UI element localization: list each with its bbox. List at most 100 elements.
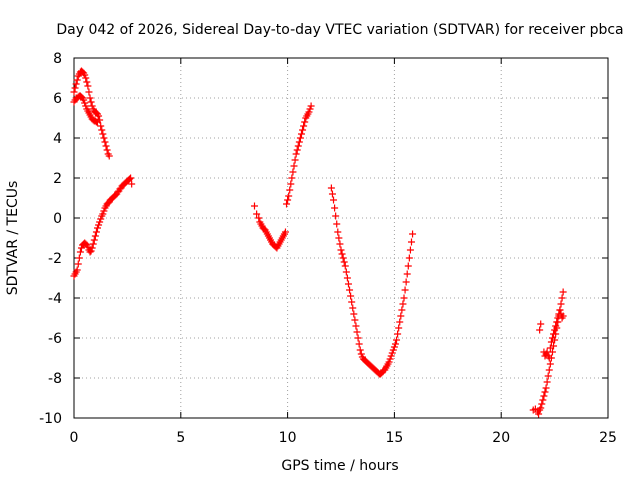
data-point (291, 156, 299, 164)
data-point (398, 306, 406, 314)
data-point (95, 221, 103, 229)
data-point (76, 248, 84, 256)
data-point (97, 122, 105, 130)
data-point (348, 298, 356, 306)
data-point (355, 340, 363, 348)
data-point (352, 322, 360, 330)
data-point (92, 228, 100, 236)
y-tick-label: 6 (53, 91, 62, 107)
data-point (289, 168, 297, 176)
data-point (297, 130, 305, 138)
data-point (305, 108, 313, 116)
data-point (351, 316, 359, 324)
data-point (288, 174, 296, 182)
data-point (397, 312, 405, 320)
y-tick-label: 2 (53, 171, 62, 187)
data-point (343, 274, 351, 282)
data-point (391, 340, 399, 348)
data-point (544, 372, 552, 380)
x-tick-label: 20 (492, 430, 510, 446)
axis-ticks: 0 5 10 15 20 25 -10 -8 -6 -4 -2 0 2 4 6 8 (39, 51, 617, 446)
data-point (356, 346, 364, 354)
data-point (301, 118, 309, 126)
plot-frame (73, 57, 609, 419)
y-tick-label: 0 (53, 211, 62, 227)
data-point (537, 320, 545, 328)
data-point (87, 247, 95, 255)
data-point (96, 218, 104, 226)
data-point (101, 138, 109, 146)
data-point (400, 294, 408, 302)
data-point (75, 254, 83, 262)
data-point (403, 270, 411, 278)
data-point (306, 105, 314, 113)
data-point (346, 286, 354, 294)
data-point (353, 328, 361, 336)
data-point (543, 378, 551, 386)
grid-lines (74, 58, 608, 418)
data-point (86, 94, 94, 102)
data-point (281, 228, 289, 236)
data-point (286, 186, 294, 194)
data-point (89, 240, 97, 248)
data-point (293, 146, 301, 154)
data-point (98, 126, 106, 134)
data-point (395, 324, 403, 332)
data-point (337, 246, 345, 254)
data-point (553, 318, 561, 326)
data-point (72, 80, 80, 88)
data-point (543, 348, 551, 356)
data-point (102, 142, 110, 150)
data-point (284, 196, 292, 204)
data-point (559, 312, 567, 320)
data-point (88, 102, 96, 110)
data-point (74, 260, 82, 268)
data-point (559, 288, 567, 296)
data-point (283, 200, 291, 208)
data-point (333, 220, 341, 228)
data-point (330, 196, 338, 204)
data-point (342, 268, 350, 276)
data-point (399, 300, 407, 308)
data-point (334, 228, 342, 236)
data-point (557, 300, 565, 308)
data-point (83, 78, 91, 86)
data-point (401, 286, 409, 294)
data-point (339, 254, 347, 262)
data-point (73, 76, 81, 84)
data-point (396, 318, 404, 326)
data-point (338, 250, 346, 258)
data-point (541, 388, 549, 396)
data-point (390, 343, 398, 351)
data-point (546, 360, 554, 368)
x-tick-label: 15 (385, 430, 403, 446)
data-point (340, 258, 348, 266)
x-tick-label: 5 (176, 430, 185, 446)
data-point (253, 210, 261, 218)
data-point (128, 180, 136, 188)
data-point (409, 230, 417, 238)
data-point (71, 84, 79, 92)
data-point (82, 74, 90, 82)
data-point (537, 404, 545, 412)
data-point (402, 278, 410, 286)
data-point (97, 215, 105, 223)
data-point (100, 207, 108, 215)
data-point (405, 254, 413, 262)
data-point (535, 410, 543, 418)
y-tick-label: -8 (48, 371, 62, 387)
data-point (250, 202, 258, 210)
data-point (387, 352, 395, 360)
data-point (551, 326, 559, 334)
data-point (99, 130, 107, 138)
data-point (552, 322, 560, 330)
data-point (331, 204, 339, 212)
data-point (99, 210, 107, 218)
data-point (295, 138, 303, 146)
data-point (538, 400, 546, 408)
data-points (70, 67, 567, 418)
data-point (95, 112, 103, 120)
data-point (299, 126, 307, 134)
chart-title: Day 042 of 2026, Sidereal Day-to-day VTE… (56, 22, 623, 38)
